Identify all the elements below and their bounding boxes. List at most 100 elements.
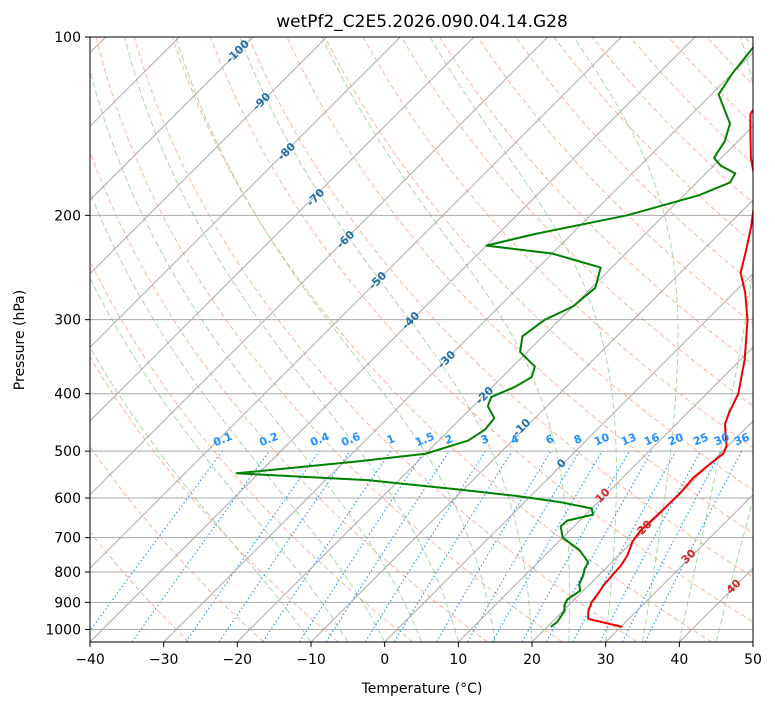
- y-tick-label: 300: [54, 313, 81, 329]
- mixing-ratio-line: [435, 450, 552, 642]
- isotherm-gridline: [605, 493, 753, 642]
- isotherm-gridline: [384, 272, 753, 642]
- dry-adiabat: [744, 37, 753, 47]
- y-tick-label: 900: [54, 595, 81, 611]
- dewpoint-profile: [235, 45, 753, 628]
- moist-adiabat: [90, 190, 386, 642]
- mixing-ratio-label: 30: [712, 431, 731, 449]
- x-tick-label: 10: [449, 652, 467, 668]
- mixing-ratio-label: 3: [479, 432, 491, 447]
- mixing-ratio-line: [545, 450, 653, 642]
- moist-adiabat: [678, 37, 753, 642]
- x-tick-label: −10: [296, 652, 326, 668]
- isotherm-label: -80: [275, 140, 298, 163]
- dry-adiabat: [90, 531, 190, 642]
- isotherm-gridline: [90, 37, 475, 422]
- plot-frame: [89, 36, 754, 643]
- mixing-ratio-line: [90, 450, 223, 632]
- dry-adiabat: [171, 37, 712, 642]
- moist-adiabat: [90, 346, 312, 642]
- mixing-ratio-label: 0.2: [257, 430, 280, 449]
- isotherm-gridline: [310, 199, 753, 642]
- chart-title: wetPf2_C2E5.2026.090.04.14.G28: [276, 12, 568, 32]
- isotherm-label: 0: [554, 456, 569, 471]
- isotherm-label: -20: [473, 384, 496, 407]
- mixing-ratio-line: [262, 450, 392, 642]
- mixing-ratio-line: [185, 450, 320, 642]
- mixing-ratio-line: [621, 450, 722, 642]
- isotherm-gridline: [90, 37, 549, 496]
- mixing-ratio-label: 36: [732, 431, 751, 449]
- dry-adiabat: [90, 259, 414, 642]
- mixing-ratio-line: [572, 450, 677, 642]
- x-tick-label: −30: [149, 652, 179, 668]
- mixing-ratio-line: [298, 450, 425, 642]
- x-tick-label: 50: [744, 652, 762, 668]
- dry-adiabat: [90, 150, 488, 642]
- mixing-ratio-line: [521, 450, 630, 642]
- y-tick-label: 600: [54, 491, 81, 507]
- x-tick-label: −20: [223, 652, 253, 668]
- y-tick-label: 200: [54, 208, 81, 224]
- dry-adiabat: [133, 37, 638, 642]
- mixing-ratio-label: 16: [642, 431, 661, 449]
- isotherm-label: 30: [679, 546, 699, 566]
- isotherm-gridline: [457, 346, 753, 642]
- dry-adiabat: [400, 37, 753, 407]
- y-tick-label: 800: [54, 565, 81, 581]
- isotherm-gridline: [90, 37, 696, 642]
- mixing-ratio-label: 0.1: [211, 430, 234, 449]
- isotherm-label: -70: [304, 186, 327, 209]
- dry-adiabat: [210, 37, 753, 623]
- mixing-ratio-label: 8: [572, 432, 584, 447]
- dry-adiabat: [438, 37, 753, 366]
- moist-adiabat: [321, 37, 571, 642]
- mixing-ratio-line: [131, 450, 270, 642]
- x-tick-label: −40: [75, 652, 105, 668]
- isotherm-label: 10: [593, 485, 613, 505]
- dry-adiabat: [706, 37, 753, 86]
- moist-adiabat: [175, 37, 496, 642]
- dry-adiabat: [90, 445, 264, 642]
- isotherm-gridline: [163, 51, 753, 642]
- moist-adiabat: [573, 37, 679, 642]
- mixing-ratio-line: [325, 450, 450, 642]
- x-axis-label: Temperature (°C): [361, 681, 483, 697]
- dry-adiabat: [515, 37, 753, 284]
- isotherm-gridline: [236, 125, 753, 642]
- mixing-ratio-line: [393, 450, 513, 642]
- dry-adiabat: [95, 37, 563, 642]
- moist-adiabat: [90, 67, 422, 642]
- mixing-ratio-label: 13: [619, 431, 638, 449]
- y-tick-label: 500: [54, 444, 81, 460]
- x-tick-label: 30: [597, 652, 615, 668]
- y-tick-label: 100: [54, 30, 81, 46]
- mixing-ratio-label: 2: [443, 432, 455, 447]
- mixing-ratio-line: [644, 450, 743, 642]
- mixing-ratio-label: 1: [385, 432, 397, 447]
- temperature-profile: [587, 108, 753, 628]
- y-axis-label: Pressure (hPa): [12, 290, 28, 390]
- moist-adiabat: [239, 37, 533, 642]
- mixing-ratio-label: 25: [691, 431, 710, 449]
- mixing-ratio-label: 20: [666, 431, 685, 449]
- moist-adiabat: [90, 277, 349, 642]
- dry-adiabat: [90, 356, 339, 642]
- y-tick-label: 700: [54, 531, 81, 547]
- isotherm-gridline: [752, 641, 753, 642]
- x-tick-label: 20: [523, 652, 541, 668]
- y-tick-label: 1000: [45, 622, 81, 638]
- mixing-ratio-line: [218, 450, 351, 642]
- x-tick-label: 40: [670, 652, 688, 668]
- x-tick-label: 0: [380, 652, 389, 668]
- isotherm-label: 40: [724, 576, 744, 596]
- mixing-ratio-label: 10: [592, 431, 611, 449]
- mixing-ratio-label: 0.4: [308, 430, 331, 449]
- isotherm-gridline: [90, 37, 328, 275]
- moist-adiabat: [429, 37, 617, 642]
- dry-adiabat: [324, 37, 753, 491]
- isotherm-gridline: [90, 37, 401, 349]
- dry-adiabat: [248, 37, 753, 578]
- mixing-ratio-label: 6: [544, 432, 556, 447]
